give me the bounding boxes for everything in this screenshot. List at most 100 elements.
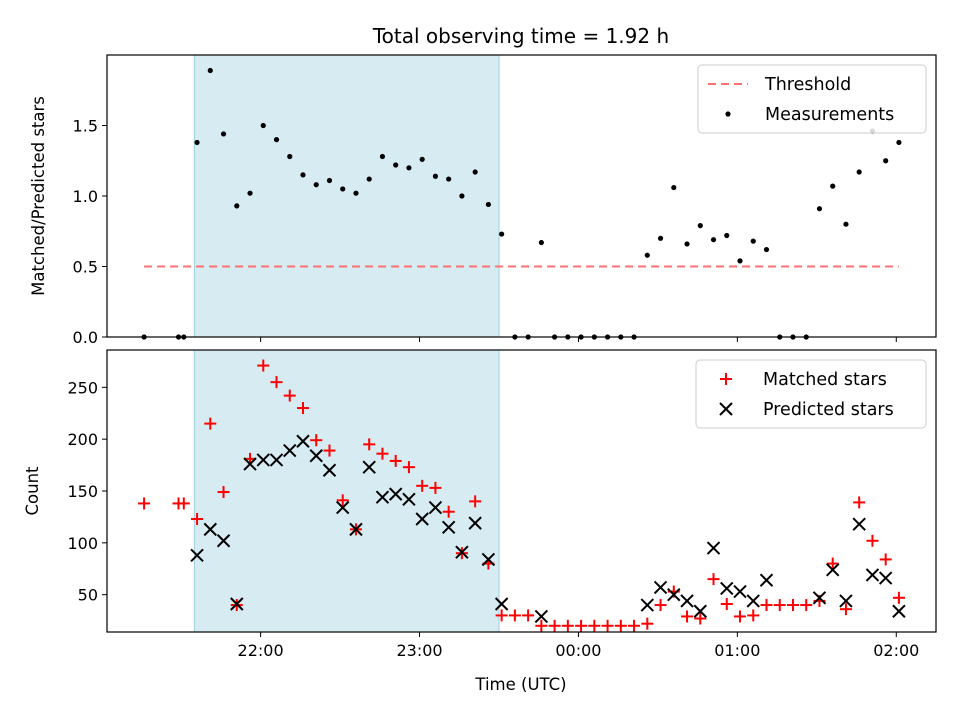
matched-star-point xyxy=(217,486,230,499)
predicted-star-point xyxy=(653,580,668,595)
measurement-point xyxy=(313,182,319,188)
matched-star-point xyxy=(442,505,455,518)
matched-star-point xyxy=(495,609,508,622)
measurement-point xyxy=(287,153,293,160)
measurement-point xyxy=(353,190,359,196)
y-tick-label: 250 xyxy=(67,378,98,397)
legend-measurements-swatch xyxy=(725,111,731,117)
measurement-point xyxy=(446,176,452,182)
matched-star-point xyxy=(177,497,190,510)
predicted-star-point xyxy=(733,584,747,599)
ratio-x-ticks xyxy=(260,337,897,342)
predicted-star-points xyxy=(190,434,906,624)
count-axes-frame xyxy=(106,349,937,633)
measurement-point xyxy=(300,172,306,178)
predicted-star-point xyxy=(878,571,893,585)
ratio-legend: Threshold Measurements xyxy=(697,64,927,134)
matched-star-point xyxy=(866,534,879,547)
matched-star-point xyxy=(363,438,376,451)
count-legend: Matched stars Predicted stars xyxy=(695,359,927,429)
measurement-point xyxy=(538,239,544,246)
legend-predicted-label: Predicted stars xyxy=(763,400,894,420)
matched-star-point xyxy=(191,512,204,525)
x-tick-label: 22:00 xyxy=(238,641,284,660)
measurement-point xyxy=(207,67,213,74)
matched-star-point xyxy=(575,619,588,632)
count-y-axis-label: Count xyxy=(23,466,42,516)
matched-star-point xyxy=(734,610,747,623)
measurement-point xyxy=(366,176,372,182)
predicted-star-point xyxy=(852,517,866,531)
matched-star-point xyxy=(548,619,561,632)
measurement-point xyxy=(684,241,690,247)
predicted-star-point xyxy=(825,563,840,577)
matched-star-point xyxy=(376,447,389,460)
measurement-point xyxy=(432,173,439,179)
measurement-point xyxy=(260,122,266,129)
ratio-axes-frame xyxy=(106,54,937,338)
measurement-point xyxy=(326,177,333,184)
predicted-star-point xyxy=(402,492,416,507)
matched-star-point xyxy=(694,612,707,625)
matched-star-point xyxy=(747,609,760,622)
predicted-star-point xyxy=(706,541,721,555)
predicted-star-point xyxy=(269,453,284,467)
matched-star-point xyxy=(853,496,866,509)
predicted-star-point xyxy=(494,597,509,611)
y-tick-label: 1.5 xyxy=(73,117,98,136)
observing-window-shade-bottom xyxy=(193,349,500,633)
chart-title: Total observing time = 1.92 h xyxy=(372,24,669,48)
y-tick-label: 150 xyxy=(67,482,98,501)
matched-star-point xyxy=(892,591,905,604)
x-tick-label: 02:00 xyxy=(873,641,919,660)
measurement-point xyxy=(710,237,717,243)
matched-star-point xyxy=(826,557,839,570)
predicted-star-point xyxy=(230,597,244,611)
measurement-point xyxy=(763,246,770,253)
predicted-star-point xyxy=(640,598,655,612)
y-tick-label: 200 xyxy=(67,430,98,449)
matched-star-point xyxy=(839,603,852,616)
predicted-star-point xyxy=(283,443,297,458)
measurement-point xyxy=(724,232,730,239)
measurement-point xyxy=(340,186,346,192)
x-tick-label: 23:00 xyxy=(396,641,442,660)
matched-star-point xyxy=(469,495,482,508)
measurement-point xyxy=(737,258,743,264)
matched-star-point xyxy=(138,497,151,510)
measurement-point xyxy=(750,238,756,244)
predicted-star-point xyxy=(865,568,880,582)
measurement-point xyxy=(247,190,253,196)
matched-star-point xyxy=(707,573,720,586)
matched-star-point xyxy=(389,454,402,467)
ratio-panel: 0.0 0.5 1.0 1.5 Matched/Predicted stars Thr… xyxy=(29,54,937,347)
predicted-star-point xyxy=(812,591,827,605)
x-tick-label: 00:00 xyxy=(555,641,601,660)
legend-matched-swatch xyxy=(720,373,732,385)
predicted-star-point xyxy=(336,500,350,515)
measurement-point xyxy=(234,203,240,209)
measurement-point xyxy=(830,183,836,189)
measurement-point xyxy=(671,184,677,191)
measurement-point xyxy=(843,221,849,227)
predicted-star-point xyxy=(375,490,390,504)
predicted-star-point xyxy=(415,512,429,526)
predicted-star-point xyxy=(203,522,218,537)
predicted-star-point xyxy=(667,587,681,602)
matched-star-point xyxy=(720,598,733,611)
matched-star-point xyxy=(402,461,415,474)
ratio-y-axis-label: Matched/Predicted stars xyxy=(29,96,48,296)
predicted-star-point xyxy=(243,457,257,471)
measurement-point xyxy=(194,139,200,146)
y-tick-label: 0.0 xyxy=(73,328,98,347)
ratio-legend-box xyxy=(697,64,927,134)
x-axis-label: Time (UTC) xyxy=(474,675,566,694)
predicted-star-point xyxy=(534,609,549,624)
count-x-ticks: 22:00 23:00 00:00 01:00 02:00 xyxy=(238,632,919,660)
predicted-star-point xyxy=(720,581,734,596)
matched-star-point xyxy=(508,609,521,622)
matched-star-point xyxy=(641,617,654,630)
predicted-star-point xyxy=(892,604,906,618)
matched-star-point xyxy=(283,389,296,402)
observing-window-shade-top xyxy=(193,54,500,338)
